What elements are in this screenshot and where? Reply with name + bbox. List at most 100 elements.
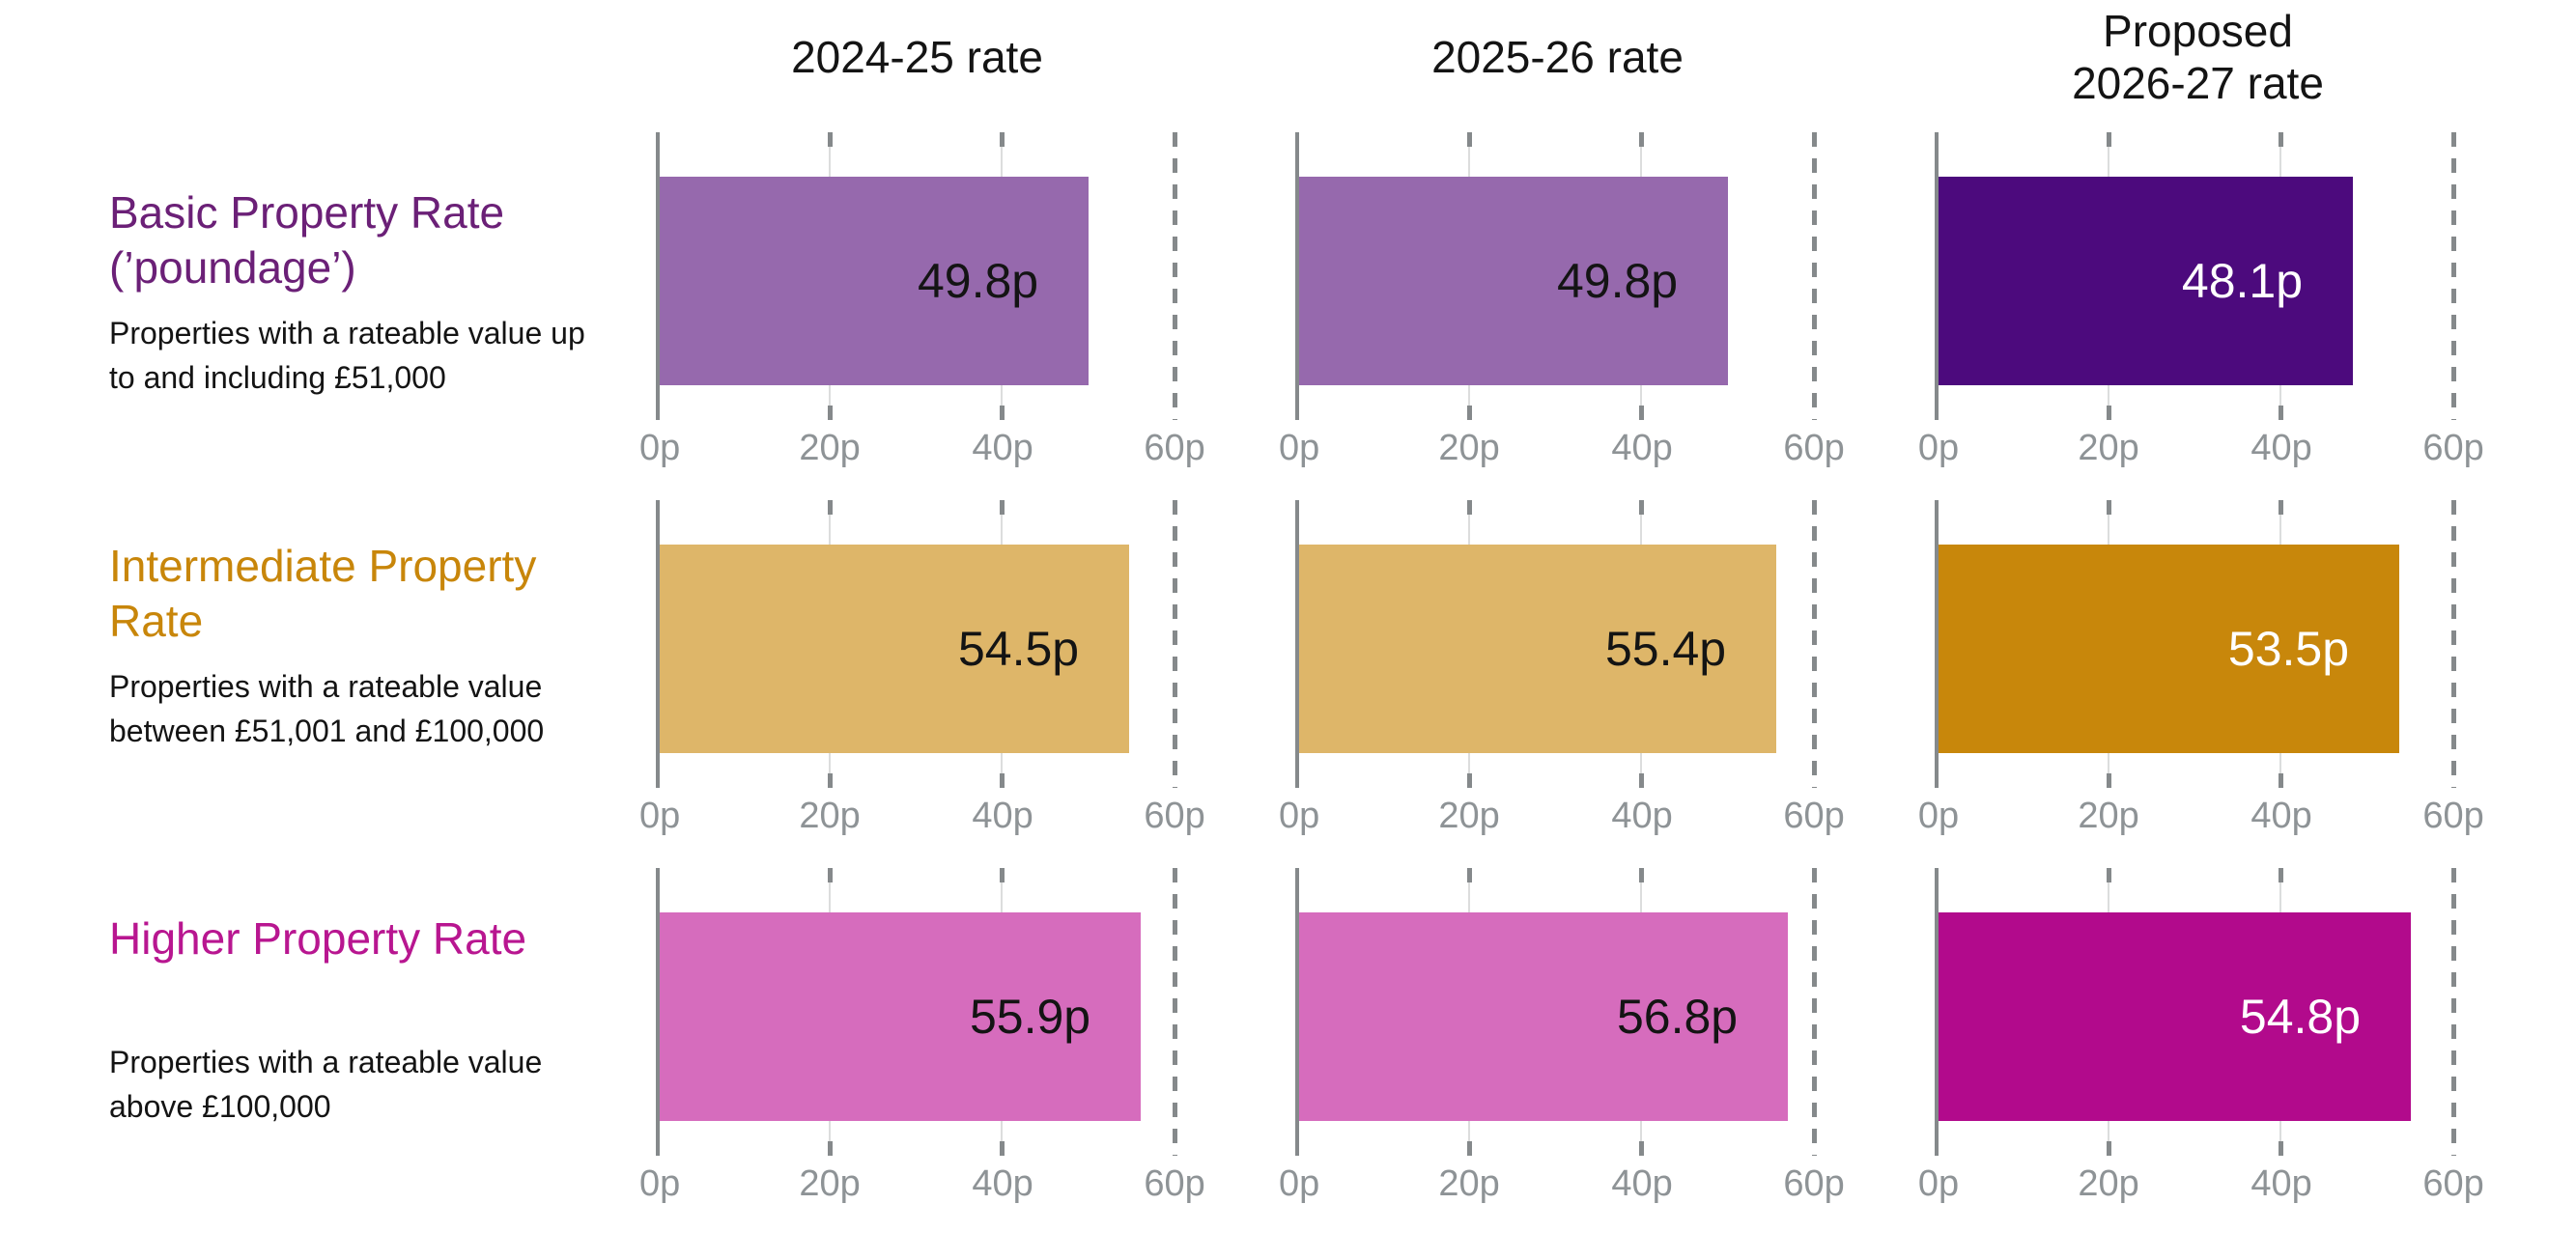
tick-label: 0p — [1917, 796, 1960, 836]
bar-value: 54.8p — [2239, 990, 2362, 1044]
chart-panel: 55.4p 0p 20p 40p 60p — [1279, 500, 1938, 848]
plot-area: 55.4p — [1295, 500, 1938, 788]
y-axis-line — [656, 132, 661, 420]
tick-label: 60p — [1144, 796, 1205, 836]
gridline-60p-dashed — [1173, 500, 1178, 788]
tick-label: 20p — [2078, 1163, 2139, 1204]
chart-panel: 56.8p 0p 20p 40p 60p — [1279, 868, 1938, 1216]
chart-panel: 49.8p 0p 20p 40p 60p — [639, 132, 1298, 480]
bar: 49.8p — [660, 177, 1090, 385]
plot-area: 53.5p — [1935, 500, 2576, 788]
x-axis-tick-labels: 0p 20p 40p 60p — [1918, 428, 2576, 478]
chart-panel: 54.8p 0p 20p 40p 60p — [1918, 868, 2576, 1216]
row-title: Higher Property Rate — [109, 913, 527, 964]
gridline-60p-dashed — [2451, 868, 2457, 1156]
x-axis-tick-labels: 0p 20p 40p 60p — [1918, 796, 2576, 846]
tick-label: 60p — [1144, 1163, 1205, 1204]
y-axis-line — [656, 868, 661, 1156]
row-description: Properties with a rateable value up to a… — [109, 316, 585, 395]
column-header-2024-25: 2024-25 rate — [659, 0, 1299, 114]
plot-area: 49.8p — [656, 132, 1298, 420]
row-basic-property-rate: Basic Property Rate (’poundage’) Propert… — [0, 132, 2576, 480]
tick-label: 40p — [1611, 1163, 1673, 1204]
row-description: Properties with a rateable value above £… — [109, 1045, 543, 1124]
row-higher-property-rate: Higher Property Rate Properties with a r… — [0, 868, 2576, 1216]
gridline-60p-dashed — [2451, 500, 2457, 788]
y-axis-line — [1295, 868, 1300, 1156]
chart-panel: 49.8p 0p 20p 40p 60p — [1279, 132, 1938, 480]
x-axis-tick-labels: 0p 20p 40p 60p — [639, 428, 1298, 478]
bar-value: 54.5p — [957, 622, 1080, 676]
tick-label: 0p — [1278, 428, 1320, 468]
row-intermediate-property-rate: Intermediate Property Rate Properties wi… — [0, 500, 2576, 848]
tick-label: 60p — [1783, 796, 1845, 836]
tick-label: 20p — [799, 428, 861, 468]
tick-label: 40p — [1611, 796, 1673, 836]
tick-label: 60p — [1783, 1163, 1845, 1204]
tick-label: 0p — [1917, 1163, 1960, 1204]
tick-label: 40p — [972, 428, 1033, 468]
bar: 53.5p — [1939, 545, 2400, 753]
tick-label: 20p — [1438, 1163, 1500, 1204]
plot-area: 54.5p — [656, 500, 1298, 788]
bar-value: 49.8p — [917, 254, 1039, 308]
tick-label: 40p — [2250, 1163, 2312, 1204]
plot-area: 49.8p — [1295, 132, 1938, 420]
y-axis-line — [1935, 868, 1939, 1156]
column-header-label: 2025-26 rate — [1431, 32, 1684, 82]
tick-label: 40p — [2250, 428, 2312, 468]
bar-value: 49.8p — [1556, 254, 1679, 308]
tick-label: 60p — [1783, 428, 1845, 468]
row-title: Intermediate Property Rate — [109, 541, 537, 646]
tick-label: 0p — [1278, 796, 1320, 836]
x-axis-tick-labels: 0p 20p 40p 60p — [639, 796, 1298, 846]
tick-label: 20p — [1438, 796, 1500, 836]
bar: 55.9p — [660, 912, 1142, 1121]
gridline-60p-dashed — [2451, 132, 2457, 420]
y-axis-line — [656, 500, 661, 788]
bar: 56.8p — [1299, 912, 1789, 1121]
plot-area: 48.1p — [1935, 132, 2576, 420]
chart-panel: 53.5p 0p 20p 40p 60p — [1918, 500, 2576, 848]
tick-label: 40p — [972, 1163, 1033, 1204]
tick-label: 60p — [2422, 428, 2484, 468]
y-axis-line — [1295, 132, 1300, 420]
gridline-60p-dashed — [1812, 132, 1818, 420]
gridline-60p-dashed — [1173, 868, 1178, 1156]
y-axis-line — [1935, 500, 1939, 788]
column-header-2025-26: 2025-26 rate — [1299, 0, 1939, 114]
x-axis-tick-labels: 0p 20p 40p 60p — [1918, 1163, 2576, 1214]
chart-panel: 48.1p 0p 20p 40p 60p — [1918, 132, 2576, 480]
x-axis-tick-labels: 0p 20p 40p 60p — [639, 1163, 1298, 1214]
chart-panel: 54.5p 0p 20p 40p 60p — [639, 500, 1298, 848]
column-headers: 2024-25 rate 2025-26 rate Proposed 2026-… — [659, 0, 2576, 114]
column-header-label: Proposed 2026-27 rate — [2072, 6, 2324, 108]
bar: 54.5p — [660, 545, 1130, 753]
plot-area: 54.8p — [1935, 868, 2576, 1156]
row-title: Basic Property Rate (’poundage’) — [109, 187, 505, 293]
gridline-60p-dashed — [1812, 868, 1818, 1156]
tick-label: 20p — [799, 796, 861, 836]
plot-area: 56.8p — [1295, 868, 1938, 1156]
bar-value: 55.4p — [1604, 622, 1727, 676]
bar: 48.1p — [1939, 177, 2354, 385]
bar-value: 56.8p — [1616, 990, 1739, 1044]
tick-label: 0p — [638, 428, 681, 468]
tick-label: 40p — [972, 796, 1033, 836]
bar-value: 48.1p — [2181, 254, 2304, 308]
bar-value: 53.5p — [2227, 622, 2350, 676]
gridline-60p-dashed — [1173, 132, 1178, 420]
row-label-cell: Basic Property Rate (’poundage’) Propert… — [0, 132, 658, 480]
column-header-label: 2024-25 rate — [791, 32, 1043, 82]
row-label-cell: Intermediate Property Rate Properties wi… — [0, 500, 658, 848]
tick-label: 40p — [1611, 428, 1673, 468]
tick-label: 40p — [2250, 796, 2312, 836]
tick-label: 60p — [2422, 796, 2484, 836]
tick-label: 20p — [799, 1163, 861, 1204]
bar-value: 55.9p — [969, 990, 1091, 1044]
tick-label: 20p — [1438, 428, 1500, 468]
tick-label: 0p — [638, 796, 681, 836]
bar: 49.8p — [1299, 177, 1729, 385]
row-description: Properties with a rateable value between… — [109, 669, 545, 748]
column-header-proposed-2026-27: Proposed 2026-27 rate — [1939, 0, 2576, 114]
